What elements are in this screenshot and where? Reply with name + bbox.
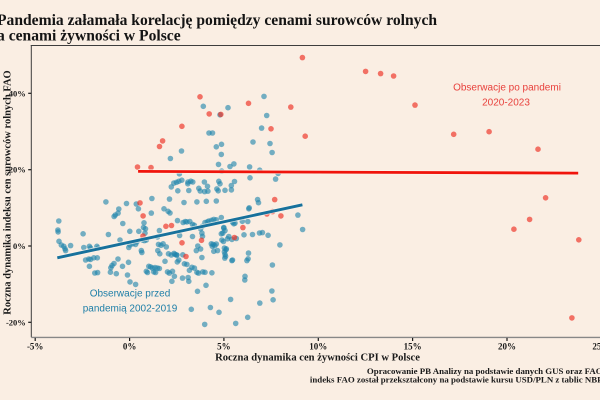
- svg-text:-5%: -5%: [27, 342, 44, 352]
- svg-text:10%: 10%: [309, 342, 327, 352]
- svg-text:40%: 40%: [9, 88, 26, 98]
- svg-text:0%: 0%: [123, 342, 137, 352]
- svg-text:Obserwacje przed: Obserwacje przed: [90, 289, 171, 300]
- svg-text:2020-2023: 2020-2023: [482, 98, 530, 109]
- svg-text:pandemią 2002-2019: pandemią 2002-2019: [83, 304, 178, 315]
- svg-text:20%: 20%: [9, 165, 26, 175]
- svg-text:0%: 0%: [13, 241, 26, 251]
- svg-text:15%: 15%: [404, 342, 422, 352]
- svg-text:Opracowanie PB Analizy na pods: Opracowanie PB Analizy na podstawie dany…: [367, 366, 600, 376]
- svg-text:Obserwacje po pandemi: Obserwacje po pandemi: [453, 83, 561, 94]
- svg-text:5%: 5%: [217, 342, 231, 352]
- svg-text:Pandemia załamała korelację po: Pandemia załamała korelację pomiędzy cen…: [0, 12, 437, 29]
- svg-text:25%: 25%: [592, 342, 600, 352]
- svg-text:Roczna dynamika indeksu cen su: Roczna dynamika indeksu cen surowców rol…: [3, 70, 14, 314]
- svg-text:indeks FAO został przekształco: indeks FAO został przekształcony na pods…: [310, 374, 600, 384]
- svg-text:20%: 20%: [498, 342, 516, 352]
- svg-text:a cenami żywności w Polsce: a cenami żywności w Polsce: [0, 28, 181, 45]
- svg-text:-20%: -20%: [6, 317, 26, 327]
- svg-text:Roczna dynamika cen żywności C: Roczna dynamika cen żywności CPI w Polsc…: [215, 352, 420, 363]
